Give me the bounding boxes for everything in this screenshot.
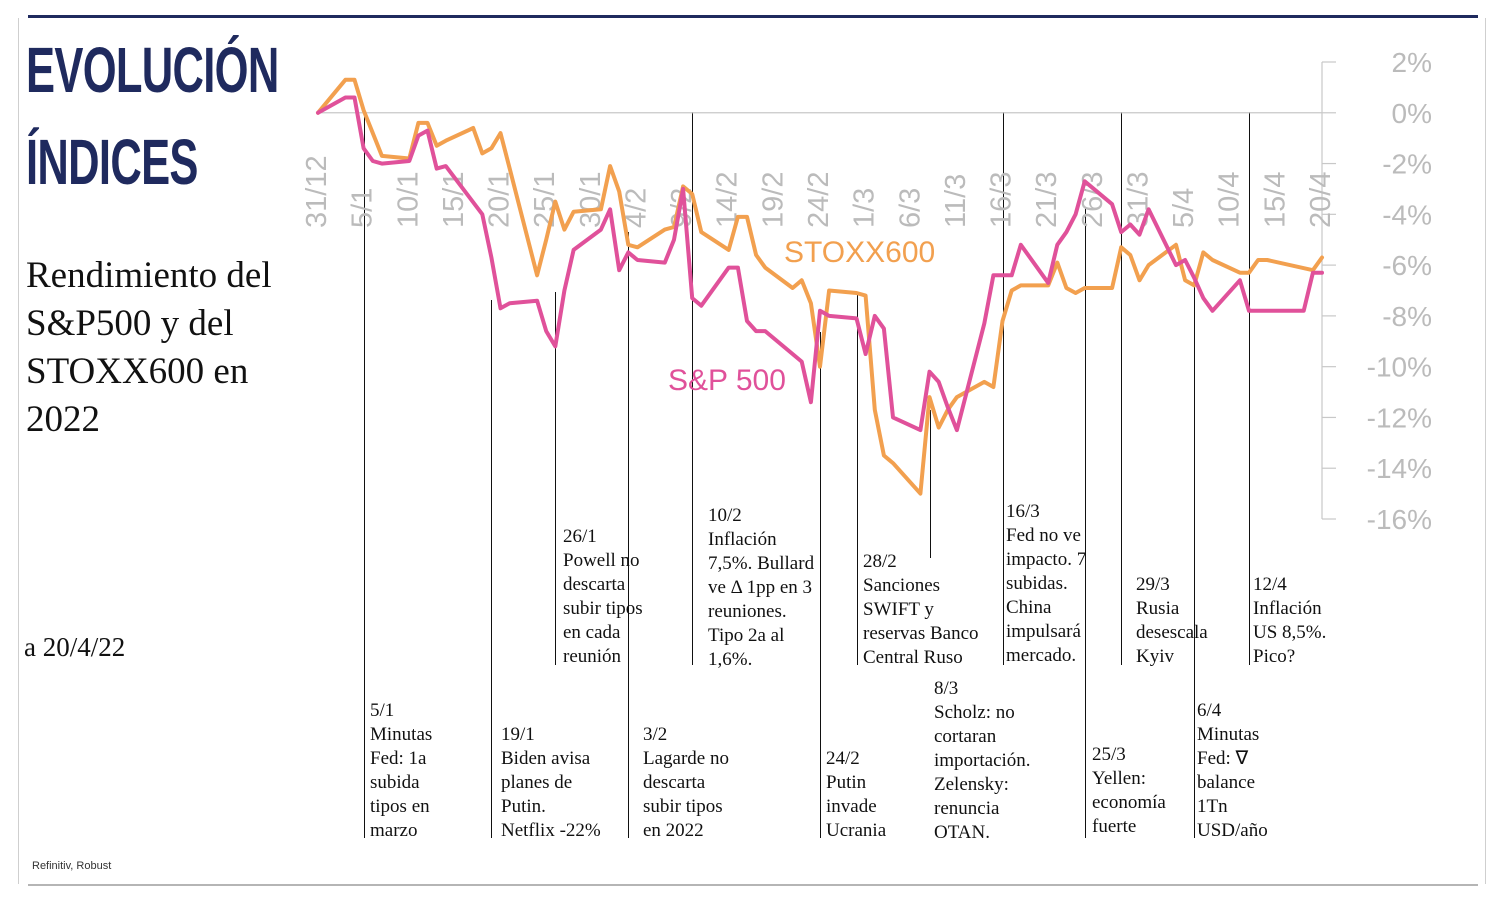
y-tick-label: 0% xyxy=(1392,98,1432,129)
annotation-date: 8/3 xyxy=(934,678,959,699)
headline-line-2: ÍNDICES xyxy=(26,126,198,198)
x-tick-label: 15/1 xyxy=(438,172,470,228)
annotation-11: 6/4 Minutas Fed: ∇ balance 1Tn USD/año xyxy=(1197,699,1268,843)
annotation-text: Scholz: no cortaran importación. Zelensk… xyxy=(934,702,1031,843)
annotation-text: Yellen: economía fuerte xyxy=(1092,768,1166,837)
annotation-date: 5/1 xyxy=(370,700,395,721)
x-tick-label: 31/12 xyxy=(301,155,333,228)
y-tick-label: -8% xyxy=(1382,301,1432,332)
x-tick-label: 6/3 xyxy=(894,188,926,228)
series-labels: STOXX600 S&P 500 xyxy=(668,236,935,397)
annotation-text: Lagarde no descarta subir tipos en 2022 xyxy=(643,748,729,841)
series-lines xyxy=(316,77,1324,496)
annotation-8: 16/3 Fed no ve impacto. 7 subidas. China … xyxy=(1006,500,1086,668)
x-tick-label: 5/4 xyxy=(1168,188,1200,228)
y-tick-label: -10% xyxy=(1367,352,1432,383)
annotation-date: 6/4 xyxy=(1197,700,1222,721)
annotation-text: Powell no descarta subir tipos en cada r… xyxy=(563,550,643,667)
date-note: a 20/4/22 xyxy=(24,632,126,662)
x-tick-label: 25/1 xyxy=(529,172,561,228)
annotation-text: Inflación US 8,5%. Pico? xyxy=(1253,598,1327,667)
annotation-date: 10/2 xyxy=(708,505,742,526)
y-axis: 2% 0% -2% -4% -6% -8% -10% -12% -14% -16% xyxy=(318,47,1432,535)
annotation-text: Fed no ve impacto. 7 subidas. China impu… xyxy=(1006,525,1087,666)
annotation-date: 12/4 xyxy=(1253,574,1287,595)
annotation-date: 3/2 xyxy=(643,724,668,745)
annotation-1: 19/1 Biden avisa planes de Putin. Netflix… xyxy=(501,723,601,843)
annotation-10: 29/3 Rusia desescala Kyiv xyxy=(1136,573,1208,669)
x-tick-label: 15/4 xyxy=(1259,172,1291,228)
annotation-text: Minutas Fed: ∇ balance 1Tn USD/año xyxy=(1197,724,1268,841)
x-tick-label: 31/3 xyxy=(1122,172,1154,228)
annotation-date: 29/3 xyxy=(1136,574,1170,595)
source-credit: Refinitiv, Robust xyxy=(32,860,112,872)
y-tick-label: -2% xyxy=(1382,149,1432,180)
series-line-stoxx600 xyxy=(316,77,1324,496)
annotation-text: Minutas Fed: 1a subida tipos en marzo xyxy=(370,724,433,841)
x-tick-label: 5/1 xyxy=(347,188,379,228)
y-tick-label: -16% xyxy=(1367,504,1432,535)
annotation-text: Biden avisa planes de Putin. Netflix -22… xyxy=(501,748,601,841)
annotation-6: 28/2 Sanciones SWIFT y reservas Banco Cen… xyxy=(863,550,979,670)
label-sp500: S&P 500 xyxy=(668,364,786,397)
x-tick-label: 16/3 xyxy=(986,172,1018,228)
y-tick-label: 2% xyxy=(1392,47,1432,78)
headline-line-1: EVOLUCIÓN xyxy=(26,34,279,106)
x-tick-label: 10/1 xyxy=(392,172,424,228)
annotation-date: 26/1 xyxy=(563,526,597,547)
annotation-12: 12/4 Inflación US 8,5%. Pico? xyxy=(1253,573,1326,669)
x-tick-label: 20/4 xyxy=(1305,172,1337,228)
annotation-date: 25/3 xyxy=(1092,744,1126,765)
annotation-0: 5/1 Minutas Fed: 1a subida tipos en marzo xyxy=(370,699,432,843)
y-tick-label: -4% xyxy=(1382,199,1432,230)
x-tick-label: 1/3 xyxy=(849,188,881,228)
right-border xyxy=(1485,18,1486,884)
annotation-lines xyxy=(364,112,1250,838)
annotation-2: 26/1 Powell no descarta subir tipos en ca… xyxy=(563,525,643,669)
series-line-sp500 xyxy=(316,95,1324,433)
y-tick-label: -14% xyxy=(1367,453,1432,484)
x-tick-label: 20/1 xyxy=(484,172,516,228)
x-tick-label: 24/2 xyxy=(803,172,835,228)
annotation-7: 8/3 Scholz: no cortaran importación. Zele… xyxy=(934,677,1031,845)
x-tick-label: 11/3 xyxy=(940,174,972,228)
annotation-date: 19/1 xyxy=(501,724,535,745)
top-rule xyxy=(28,15,1478,18)
annotation-9: 25/3 Yellen: economía fuerte xyxy=(1092,743,1166,839)
bottom-rule xyxy=(28,884,1478,886)
annotation-text: Sanciones SWIFT y reservas Banco Central… xyxy=(863,575,979,668)
x-tick-label: 10/4 xyxy=(1214,172,1246,228)
annotation-3: 3/2 Lagarde no descarta subir tipos en 20… xyxy=(643,723,729,843)
annotation-date: 28/2 xyxy=(863,551,897,572)
annotation-text: Inflación 7,5%. Bullard ve Δ 1pp en 3 re… xyxy=(708,529,815,670)
left-border xyxy=(18,18,19,884)
annotation-date: 24/2 xyxy=(826,748,860,769)
x-tick-label: 19/2 xyxy=(757,172,789,228)
x-tick-label: 26/3 xyxy=(1077,172,1109,228)
y-tick-label: -6% xyxy=(1382,250,1432,281)
annotation-text: Rusia desescala Kyiv xyxy=(1136,598,1208,667)
annotation-4: 10/2 Inflación 7,5%. Bullard ve Δ 1pp en … xyxy=(708,504,814,672)
headline: EVOLUCIÓN ÍNDICES xyxy=(26,24,279,208)
annotation-text: Putin invade Ucrania xyxy=(826,772,887,841)
y-tick-label: -12% xyxy=(1367,402,1432,433)
x-tick-label: 21/3 xyxy=(1031,172,1063,228)
chart-subtitle: Rendimiento del S&P500 y del STOXX600 en… xyxy=(26,255,272,440)
annotation-5: 24/2 Putin invade Ucrania xyxy=(826,747,886,843)
x-axis-ticks: 31/12 5/1 10/1 15/1 20/1 25/1 30/1 4/2 9/2 14/2 19… xyxy=(301,155,1337,228)
label-stoxx600: STOXX600 xyxy=(784,236,935,269)
annotation-date: 16/3 xyxy=(1006,501,1040,522)
